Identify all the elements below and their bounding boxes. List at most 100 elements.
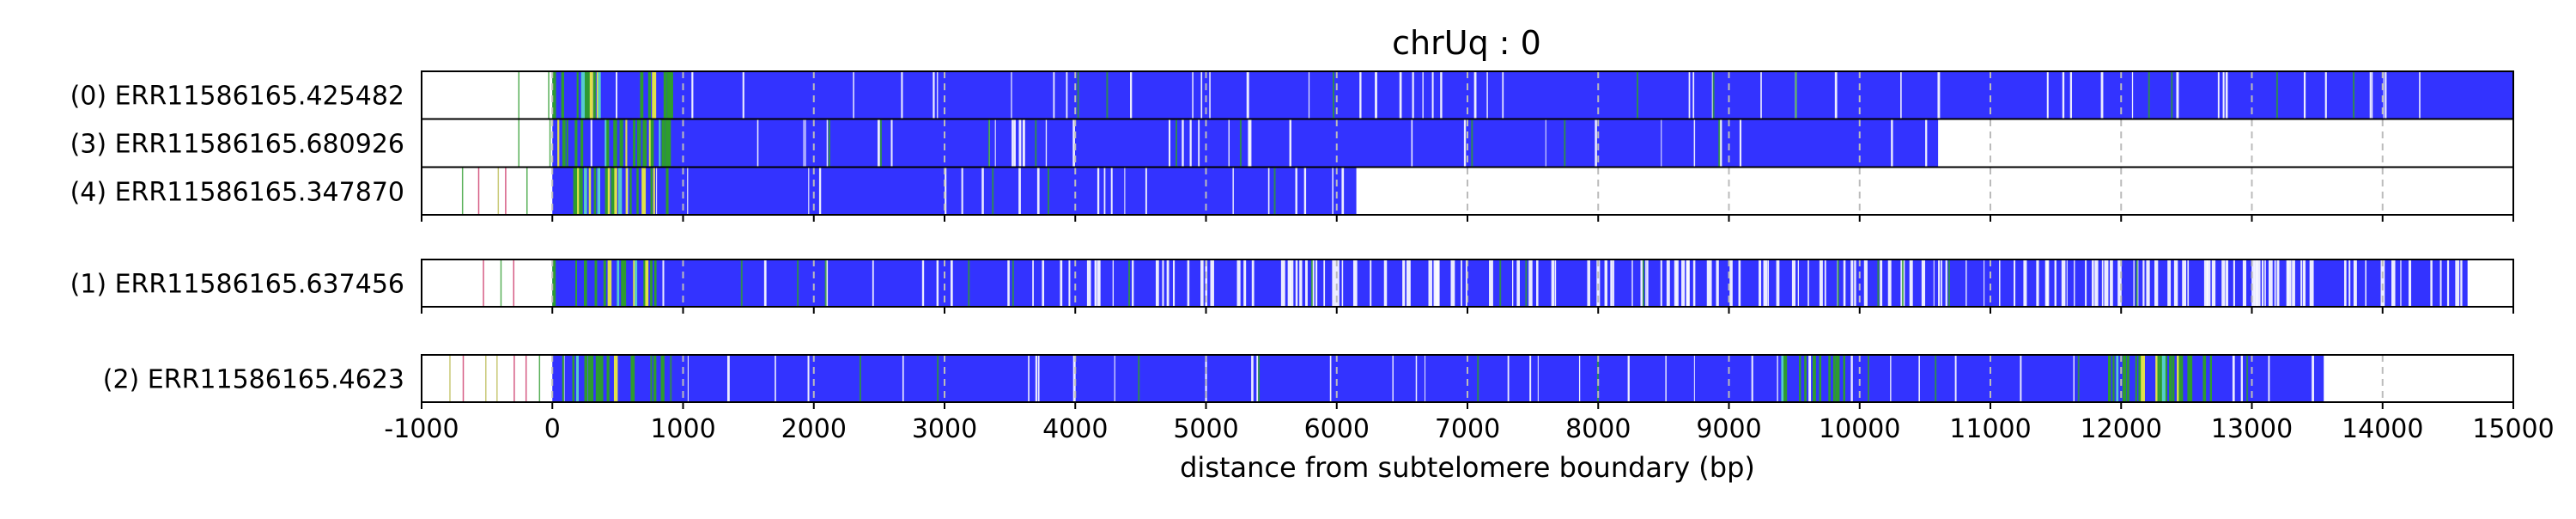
pre-boundary-mark [538,355,541,402]
variant-mark [2159,355,2163,402]
gap-mark [1205,260,1208,307]
gap-mark [1999,260,2001,307]
gap-mark [933,71,935,119]
variant-mark [552,260,556,307]
variant-mark [1332,71,1334,119]
variant-mark [2202,355,2207,402]
variant-mark [2180,355,2184,402]
variant-mark [2169,355,2172,402]
variant-mark [2148,71,2150,119]
gap-mark [1921,260,1926,307]
gap-mark [1267,168,1270,215]
variant-mark [1901,260,1904,307]
variant-mark [640,71,644,119]
x-tick-label: 14000 [2342,414,2423,444]
gap-mark [1341,260,1344,307]
gap-mark [1436,260,1440,307]
gap-mark [1693,355,1695,402]
variant-mark [1832,355,1836,402]
gap-mark [1627,355,1630,402]
x-axis-label: distance from subtelomere boundary (bp) [1180,451,1755,484]
gap-mark [2054,260,2057,307]
gap-mark [2256,260,2261,307]
gap-mark [1053,71,1055,119]
variant-mark [797,260,799,307]
gap-mark [1660,260,1662,307]
pre-boundary-mark [461,168,464,215]
gap-mark [1473,71,1477,119]
pre-boundary-mark [518,119,519,167]
variant-mark [2177,355,2179,402]
variant-mark [2112,355,2115,402]
gap-mark [2187,260,2190,307]
variant-mark [588,168,592,215]
variant-mark [613,119,617,167]
pre-boundary-mark [513,260,515,307]
variant-mark [1310,260,1313,307]
gap-mark [1843,260,1846,307]
gap-mark [1511,260,1514,307]
variant-mark [585,71,587,119]
gap-mark [1013,119,1016,167]
gap-mark [1256,355,1259,402]
gap-mark [1311,260,1315,307]
variant-mark [2209,355,2212,402]
variant-mark [587,355,592,402]
variant-mark [1718,119,1721,167]
gap-mark [590,119,592,167]
variant-mark [1813,355,1816,402]
gap-mark [656,168,658,215]
gap-mark [1097,260,1101,307]
gap-mark [2287,260,2292,307]
variant-mark [2157,355,2160,402]
variant-mark [828,119,830,167]
variant-mark [622,260,627,307]
variant-mark [2136,260,2138,307]
gap-mark [1205,355,1207,402]
variant-mark [1138,355,1140,402]
pre-boundary-mark [483,260,484,307]
gap-mark [687,355,689,402]
variant-mark [1128,260,1131,307]
variant-mark [573,168,578,215]
gap-mark [1086,260,1091,307]
gap-mark [2092,260,2094,307]
read-bar [552,71,2513,119]
variant-mark [1596,355,1599,402]
variant-mark [653,260,657,307]
gap-mark [2240,355,2244,402]
variant-mark [1175,119,1177,167]
gap-mark [2154,260,2159,307]
read-group [461,71,2513,215]
gap-mark [1502,71,1504,119]
pre-boundary-mark [449,355,451,402]
gap-mark [1595,119,1597,167]
gap-mark [1097,168,1100,215]
gap-mark [1676,260,1679,307]
gap-mark [1465,260,1467,307]
gap-mark [2251,260,2255,307]
gap-mark [1686,260,1690,307]
gap-mark [1918,355,1920,402]
variant-mark [1835,355,1840,402]
read-group [449,355,2384,402]
x-tick-label: 13000 [2211,414,2293,444]
gap-mark [1909,260,1913,307]
gap-mark [1332,168,1334,215]
gap-mark [2430,260,2433,307]
gap-mark [1352,260,1358,307]
variant-mark [2165,355,2168,402]
gap-mark [1440,71,1443,119]
gap-mark [1666,260,1670,307]
gap-mark [1422,71,1424,119]
gap-mark [1536,260,1539,307]
variant-mark [614,168,617,215]
gap-mark [853,71,854,119]
gap-mark [2203,260,2208,307]
gap-mark [1587,260,1590,307]
gap-mark [2061,260,2066,307]
gap-mark [1688,71,1691,119]
gap-mark [2309,260,2314,307]
variant-mark [659,119,661,167]
gap-mark [2131,71,2134,119]
